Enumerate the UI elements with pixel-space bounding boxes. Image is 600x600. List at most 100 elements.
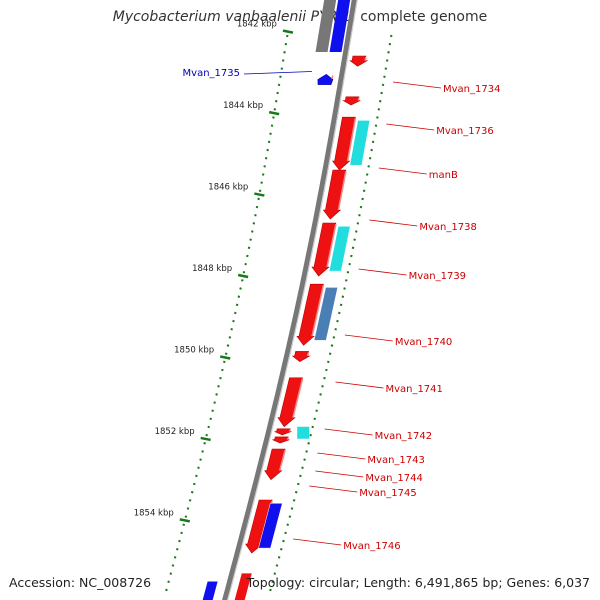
cds-feature-mvan-1743: [297, 426, 310, 439]
tick-dot-inner: [276, 91, 279, 95]
tick-dot-outer: [332, 336, 336, 339]
leader-line-mvan-1736: [386, 123, 435, 131]
gene-arrow-shade: [286, 437, 289, 440]
leader-line-manb: [378, 167, 427, 175]
scale-tick-label: 1844 kbp: [223, 101, 263, 111]
tick-dot-inner: [232, 319, 235, 323]
tick-dot-inner: [201, 450, 204, 453]
leader-line-mvan-1734: [392, 81, 442, 89]
tick-dot-outer: [279, 547, 283, 551]
tick-dot-inner: [277, 83, 281, 87]
tick-dot-outer: [364, 181, 367, 184]
gene-arrow-shade: [331, 75, 334, 80]
partial-feature-gray: [315, 0, 337, 53]
tick-dot-inner: [178, 539, 181, 543]
leader-line-mvan-1743: [317, 452, 366, 460]
tick-dot-outer: [376, 116, 379, 119]
cds-feature-mvan-1739: [328, 226, 351, 272]
gene-label-mvan-1739: Mvan_1739: [409, 271, 466, 282]
tick-dot-inner: [266, 148, 269, 152]
topology-text: Topology: circular; Length: 6,491,865 bp…: [246, 575, 590, 590]
tick-dot-outer: [319, 393, 322, 396]
gene-arrow-shade: [346, 118, 357, 162]
tick-dot-inner: [184, 515, 188, 518]
scale-tick-mark: [237, 273, 249, 279]
tick-dot-inner: [195, 474, 198, 478]
tick-dot-outer: [368, 156, 372, 160]
tick-dot-inner: [205, 433, 208, 437]
gene-arrow-shade: [288, 429, 291, 432]
tick-dot-inner: [211, 409, 214, 412]
tick-dot-outer: [286, 523, 290, 527]
tick-dot-inner: [242, 270, 246, 274]
gene-arrow-mvan-1744: [272, 436, 290, 444]
tick-dot-inner: [165, 588, 168, 592]
feature-layer: [202, 0, 371, 600]
backbone-highlight: [227, 0, 358, 600]
tick-dot-inner: [221, 368, 224, 372]
tick-dot-outer: [297, 482, 300, 486]
tick-dot-inner: [285, 34, 289, 38]
tick-dot-inner: [182, 523, 186, 527]
tick-dot-inner: [199, 458, 202, 461]
tick-dot-inner: [193, 482, 196, 486]
tick-dot-inner: [173, 556, 177, 559]
tick-dot-outer: [365, 173, 369, 176]
tick-dot-outer: [277, 556, 281, 559]
tick-dot-outer: [361, 197, 364, 201]
tick-dot-inner: [203, 442, 206, 445]
tick-dot-inner: [169, 572, 173, 575]
tick-dot-inner: [269, 132, 272, 136]
scale-tick-mark: [282, 29, 294, 34]
tick-dot-outer: [315, 409, 318, 412]
gene-arrow-shade: [364, 56, 367, 61]
tick-dot-outer: [321, 385, 324, 388]
tick-dot-inner: [283, 51, 286, 54]
tick-dot-outer: [356, 222, 360, 225]
gene-label-mvan-1742: Mvan_1742: [375, 431, 432, 442]
tick-dot-outer: [337, 311, 341, 315]
cds-feature-mvan-1740: [313, 287, 339, 341]
tick-dot-inner: [180, 531, 183, 535]
tick-dot-inner: [279, 75, 282, 79]
tick-dot-outer: [358, 213, 361, 217]
tick-dot-inner: [197, 466, 200, 470]
scale-tick-label: 1846 kbp: [208, 183, 248, 193]
gene-arrow-shade: [311, 285, 325, 337]
tick-dot-inner: [167, 580, 170, 584]
tick-dot-inner: [270, 124, 274, 127]
leader-line-mvan-1738: [369, 219, 418, 227]
tick-dot-outer: [325, 368, 328, 372]
gene-arrow-mvan-1736: [342, 96, 361, 106]
tick-dot-outer: [309, 433, 312, 437]
gene-arrow-shade: [337, 170, 347, 211]
tick-dot-outer: [350, 254, 353, 258]
gene-arrow-shade: [357, 97, 360, 101]
tick-dot-inner: [263, 165, 266, 168]
scale-tick-label: 1850 kbp: [174, 345, 214, 355]
tick-dot-outer: [334, 328, 337, 331]
tick-dot-outer: [346, 270, 350, 274]
tick-dot-outer: [301, 466, 304, 470]
cds-feature-mvan-1746: [258, 503, 283, 549]
backbone-layer: [222, 0, 358, 600]
tick-dot-layer: [165, 34, 393, 592]
tick-dot-inner: [246, 254, 249, 258]
gene-label-mvan-1735: Mvan_1735: [183, 68, 240, 79]
tick-dot-inner: [235, 303, 239, 307]
leader-line-mvan-1735: [243, 71, 312, 75]
tick-dot-inner: [233, 311, 237, 315]
tick-dot-inner: [250, 230, 254, 233]
tick-dot-inner: [215, 393, 218, 396]
tick-dot-outer: [284, 531, 287, 535]
tick-dot-outer: [328, 352, 332, 355]
tick-dot-outer: [373, 132, 376, 136]
tick-dot-outer: [367, 165, 370, 168]
map-title-suffix: , complete genome: [351, 9, 488, 25]
scale-tick-mark: [219, 355, 231, 360]
tick-dot-inner: [224, 352, 228, 355]
tick-dot-outer: [271, 580, 274, 584]
partial-feature-red-bottom: [234, 573, 252, 600]
tick-dot-outer: [269, 588, 272, 592]
